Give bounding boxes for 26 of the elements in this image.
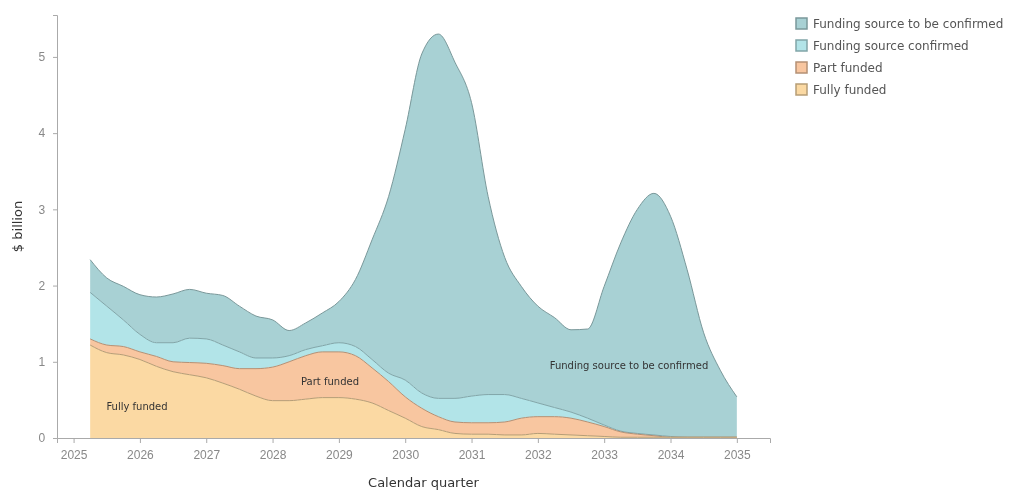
x-tick-label: 2034 bbox=[657, 448, 685, 463]
legend-label: Funding source to be confirmed bbox=[813, 17, 1004, 31]
x-tick-label: 2031 bbox=[458, 448, 486, 463]
annotation: Funding source to be confirmed bbox=[549, 360, 709, 371]
x-tick-label: 2025 bbox=[60, 448, 88, 463]
legend-label: Funding source confirmed bbox=[813, 39, 969, 53]
y-axis-title: $ billion bbox=[10, 200, 25, 253]
y-tick-label: 4 bbox=[38, 126, 46, 141]
x-tick-label: 2032 bbox=[525, 448, 553, 463]
y-tick-label: 5 bbox=[38, 50, 46, 65]
x-tick-label: 2028 bbox=[259, 448, 287, 463]
annotation: Part funded bbox=[301, 376, 359, 387]
x-tick-label: 2030 bbox=[392, 448, 420, 463]
annotation: Fully funded bbox=[106, 401, 168, 412]
y-tick-label: 2 bbox=[38, 278, 46, 293]
x-tick-label: 2035 bbox=[723, 448, 752, 463]
legend-label: Fully funded bbox=[813, 83, 887, 97]
x-tick-label: 2026 bbox=[127, 448, 155, 463]
x-tick-label: 2027 bbox=[193, 448, 221, 463]
x-axis-title: Calendar quarter bbox=[368, 475, 480, 490]
y-tick-label: 1 bbox=[38, 355, 46, 370]
x-tick-label: 2033 bbox=[591, 448, 619, 463]
legend-label: Part funded bbox=[813, 61, 883, 75]
x-tick-label: 2029 bbox=[326, 448, 354, 463]
y-tick-label: 3 bbox=[38, 202, 46, 217]
y-tick-label: 0 bbox=[38, 431, 46, 446]
